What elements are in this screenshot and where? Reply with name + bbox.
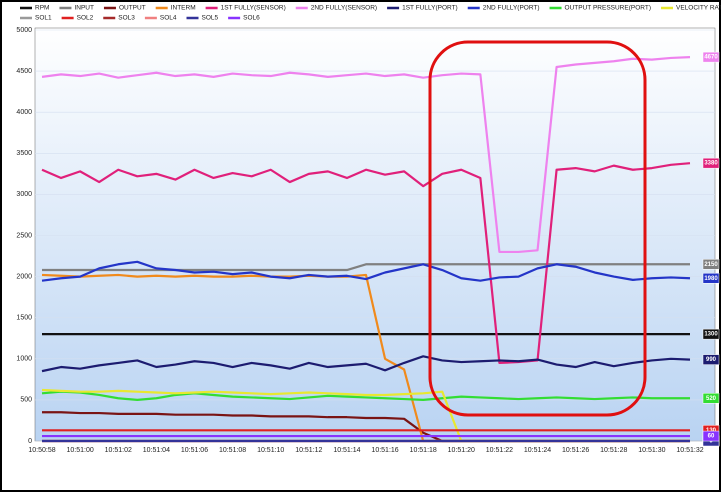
x-tick-label: 10:51:06 xyxy=(181,447,208,454)
series-line xyxy=(41,260,691,282)
x-tick-label: 10:51:30 xyxy=(638,447,665,454)
end-label: 990 xyxy=(706,357,717,363)
legend-item: 2ND FULLY(SENSOR) xyxy=(295,5,377,12)
legend-item: INPUT xyxy=(59,5,94,12)
end-label-box xyxy=(702,259,720,270)
x-tick-label: 10:51:32 xyxy=(676,447,703,454)
x-tick-label: 10:51:24 xyxy=(524,447,551,454)
end-label-box xyxy=(702,51,720,63)
legend-item: SOL3 xyxy=(103,15,135,22)
legend-label: OUTPUT xyxy=(119,5,146,12)
end-label: 1300 xyxy=(704,332,718,338)
series-line xyxy=(41,162,691,365)
legend-item: RPM xyxy=(20,5,49,12)
legend-label: SOL6 xyxy=(243,15,260,22)
legend-item: SOL4 xyxy=(144,15,177,22)
end-label: 3380 xyxy=(704,161,718,167)
end-label-box xyxy=(702,393,720,404)
y-tick-label: 1000 xyxy=(16,356,32,363)
legend-label: INTERM xyxy=(171,5,196,12)
legend-item: SOL2 xyxy=(61,15,94,22)
legend-item: OUTPUT xyxy=(103,5,146,12)
y-tick-label: 500 xyxy=(20,397,32,404)
x-tick-label: 10:50:58 xyxy=(28,447,55,454)
x-tick-label: 10:51:20 xyxy=(448,447,475,454)
plot-area xyxy=(34,27,716,442)
legend-item: 1ST FULLY(PORT) xyxy=(387,5,458,12)
y-tick-label: 2500 xyxy=(16,232,32,239)
series-line xyxy=(42,263,690,272)
y-tick-label: 0 xyxy=(28,438,32,445)
legend-label: 1ST FULLY(PORT) xyxy=(402,5,458,12)
end-label-box xyxy=(702,157,720,169)
series-line xyxy=(41,390,690,401)
legend-label: RPM xyxy=(35,5,49,12)
legend: RPM INPUT OUTPUT INTERM 1ST FULLY(SENSOR) 2ND… xyxy=(20,5,721,22)
y-tick-label: 1500 xyxy=(16,315,32,322)
x-tick-label: 10:51:08 xyxy=(219,447,246,454)
legend-label: VELOCITY RATIO xyxy=(676,5,721,12)
end-label-box xyxy=(702,328,720,340)
y-tick-label: 5000 xyxy=(16,27,32,34)
x-tick-label: 10:51:02 xyxy=(105,447,132,454)
end-label: 2150 xyxy=(704,262,718,268)
legend-item: OUTPUT PRESSURE(PORT) xyxy=(549,5,651,12)
y-tick-label: 4500 xyxy=(16,68,32,75)
labels: 0 500 1000 1500 2000 2500 3000 3500 4000 4500 5000… xyxy=(16,27,720,454)
highlight-box xyxy=(428,40,647,417)
x-tick-label: 10:51:04 xyxy=(143,447,170,454)
legend-label: SOL4 xyxy=(160,15,177,22)
end-label: 60 xyxy=(708,434,715,440)
end-label-box xyxy=(702,272,720,284)
legend-label: SOL1 xyxy=(35,15,52,22)
y-tick-label: 4000 xyxy=(16,109,32,116)
legend-item: 2ND FULLY(PORT) xyxy=(467,5,540,12)
series-line xyxy=(41,56,691,254)
legend-label: INPUT xyxy=(74,5,94,12)
legend-item: SOL5 xyxy=(186,15,219,22)
legend-label: SOL5 xyxy=(202,15,219,22)
legend-item: SOL1 xyxy=(20,15,52,22)
legend-label: 2ND FULLY(SENSOR) xyxy=(311,5,377,12)
end-label: 0 xyxy=(709,439,713,445)
legend-label: SOL3 xyxy=(118,15,135,22)
x-tick-label: 10:51:22 xyxy=(486,447,513,454)
lines xyxy=(41,56,691,443)
legend-item: VELOCITY RATIO xyxy=(660,5,721,12)
x-tick-label: 10:51:10 xyxy=(257,447,284,454)
x-tick-label: 10:51:12 xyxy=(295,447,322,454)
end-label: 1980 xyxy=(704,276,718,282)
x-tick-label: 10:51:26 xyxy=(562,447,589,454)
x-tick-label: 10:51:00 xyxy=(66,447,93,454)
legend-label: 1ST FULLY(SENSOR) xyxy=(221,5,286,12)
legend-item: SOL6 xyxy=(228,15,260,22)
legend-item: 1ST FULLY(SENSOR) xyxy=(205,5,286,12)
end-label: 520 xyxy=(706,396,717,402)
series-line xyxy=(41,355,691,373)
end-label-box xyxy=(702,354,720,365)
legend-label: 2ND FULLY(PORT) xyxy=(483,5,540,12)
y-tick-label: 3500 xyxy=(16,150,32,157)
legend-item: INTERM xyxy=(155,5,196,12)
x-tick-label: 10:51:28 xyxy=(600,447,627,454)
x-tick-label: 10:51:14 xyxy=(333,447,360,454)
y-tick-label: 2000 xyxy=(16,273,32,280)
end-label: 4670 xyxy=(704,55,718,61)
end-label-box xyxy=(702,430,720,442)
y-tick-label: 3000 xyxy=(16,191,32,198)
legend-label: SOL2 xyxy=(77,15,94,22)
legend-label: OUTPUT PRESSURE(PORT) xyxy=(565,5,651,12)
x-tick-label: 10:51:16 xyxy=(371,447,398,454)
x-tick-label: 10:51:18 xyxy=(410,447,437,454)
